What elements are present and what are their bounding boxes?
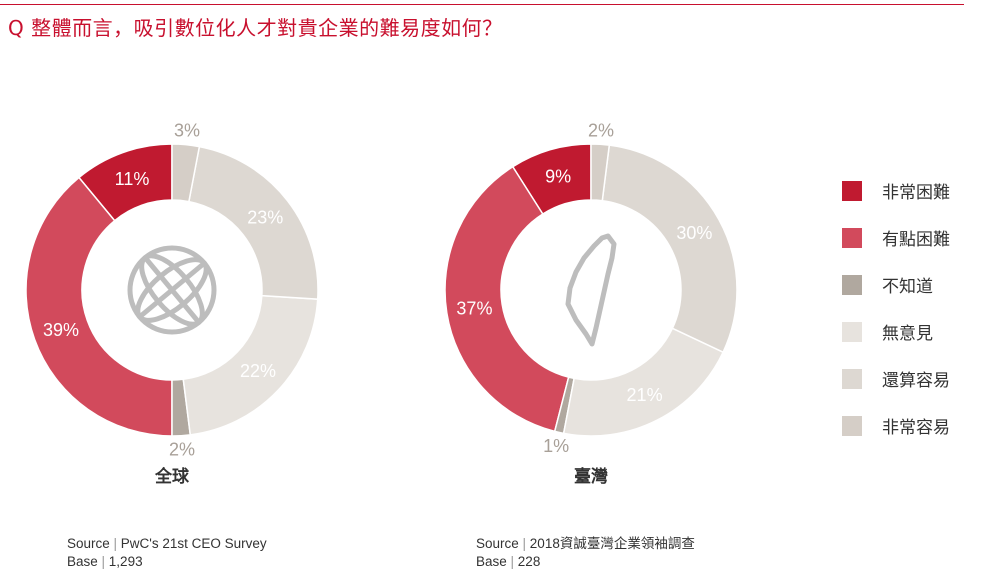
legend-item: 非常困難 — [842, 167, 950, 214]
base-value: 228 — [517, 554, 541, 569]
legend-label: 非常困難 — [882, 183, 950, 203]
source-text: 2018資誠臺灣企業領袖調查 — [529, 536, 695, 551]
legend-label: 有點困難 — [882, 230, 950, 250]
slice-label: 2% — [169, 440, 195, 460]
legend-swatch — [842, 321, 862, 342]
base-label: Base — [476, 554, 507, 569]
donut-slice — [182, 294, 319, 436]
legend-swatch — [842, 368, 862, 389]
chart-global: 11% 39% 2% 22% 23% 3% — [25, 121, 319, 460]
chart-title-taiwan: 臺灣 — [574, 467, 608, 487]
slice-label: 11% — [115, 169, 150, 189]
slice-label: 3% — [174, 121, 200, 141]
slice-label: 9% — [545, 167, 571, 187]
base-label: Base — [67, 554, 98, 569]
chart-taiwan: 9% 37% 1% 21% 30% 2% — [444, 120, 738, 456]
legend-item: 非常容易 — [842, 402, 950, 449]
globe-icon — [127, 245, 217, 335]
slice-label: 21% — [627, 385, 663, 405]
legend-swatch — [842, 180, 862, 201]
donut-slice — [562, 327, 725, 437]
source-taiwan: Source | 2018資誠臺灣企業領袖調查 Base | 228 — [476, 536, 695, 569]
legend-item: 無意見 — [842, 308, 950, 355]
donut-slice — [171, 143, 201, 203]
legend-label: 無意見 — [882, 324, 933, 344]
legend-item: 還算容易 — [842, 355, 950, 402]
slice-label: 23% — [247, 208, 283, 228]
legend-label: 非常容易 — [882, 418, 950, 438]
slice-label: 37% — [456, 298, 492, 318]
legend-label: 不知道 — [882, 277, 933, 297]
legend-swatch — [842, 415, 862, 436]
slice-label: 30% — [676, 223, 712, 243]
slice-label: 2% — [588, 120, 614, 140]
source-label: Source — [476, 536, 519, 551]
donut-slice — [444, 165, 570, 433]
legend-swatch — [842, 274, 862, 295]
source-text: PwC's 21st CEO Survey — [120, 536, 267, 551]
legend-label: 還算容易 — [882, 371, 950, 391]
base-value: 1,293 — [108, 554, 143, 569]
donut-slice — [590, 143, 611, 202]
legend: 非常困難 有點困難 不知道 無意見 還算容易 非常容易 — [842, 167, 950, 449]
donut-slice — [25, 176, 173, 437]
source-global: Source | PwC's 21st CEO Survey Base | 1,… — [67, 536, 267, 569]
question-title: Q 整體而言，吸引數位化人才對貴企業的難易度如何？ — [8, 16, 503, 40]
chart-title-global: 全球 — [155, 467, 189, 487]
donut-slice — [601, 144, 738, 354]
taiwan-map-icon — [565, 233, 617, 347]
source-label: Source — [67, 536, 110, 551]
slice-label: 22% — [240, 361, 276, 381]
legend-item: 不知道 — [842, 261, 950, 308]
slice-label: 39% — [43, 320, 79, 340]
slice-label: 1% — [543, 436, 569, 456]
legend-swatch — [842, 227, 862, 248]
legend-item: 有點困難 — [842, 214, 950, 261]
top-rule — [0, 4, 964, 5]
